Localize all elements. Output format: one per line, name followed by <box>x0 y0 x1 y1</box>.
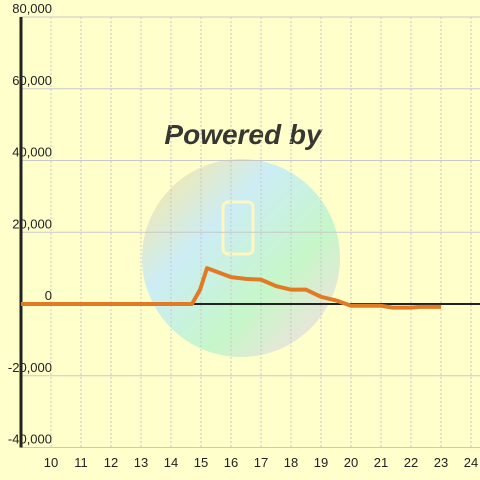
x-tick-label: 20 <box>344 455 358 470</box>
watermark-circle <box>142 159 340 357</box>
x-tick-label: 22 <box>404 455 418 470</box>
x-tick-label: 13 <box>134 455 148 470</box>
y-tick-label: -20,000 <box>8 360 52 375</box>
y-tick-label: -40,000 <box>8 432 52 447</box>
x-tick-label: 12 <box>104 455 118 470</box>
x-tick-label: 24 <box>464 455 478 470</box>
x-tick-label: 16 <box>224 455 238 470</box>
y-tick-label: 0 <box>45 288 52 303</box>
x-tick-label: 23 <box>434 455 448 470</box>
x-tick-label: 19 <box>314 455 328 470</box>
y-tick-label: 80,000 <box>12 1 52 16</box>
y-tick-label: 40,000 <box>12 145 52 160</box>
x-tick-label: 11 <box>74 455 88 470</box>
y-tick-label: 20,000 <box>12 216 52 231</box>
x-tick-label: 17 <box>254 455 268 470</box>
watermark-text: Powered by <box>164 119 323 150</box>
x-tick-label: 14 <box>164 455 178 470</box>
watermark-icon <box>221 200 255 256</box>
x-tick-label: 10 <box>44 455 58 470</box>
x-tick-label: 18 <box>284 455 298 470</box>
y-tick-label: 60,000 <box>12 73 52 88</box>
x-tick-label: 21 <box>374 455 388 470</box>
data-line <box>21 266 441 310</box>
x-tick-label: 15 <box>194 455 208 470</box>
